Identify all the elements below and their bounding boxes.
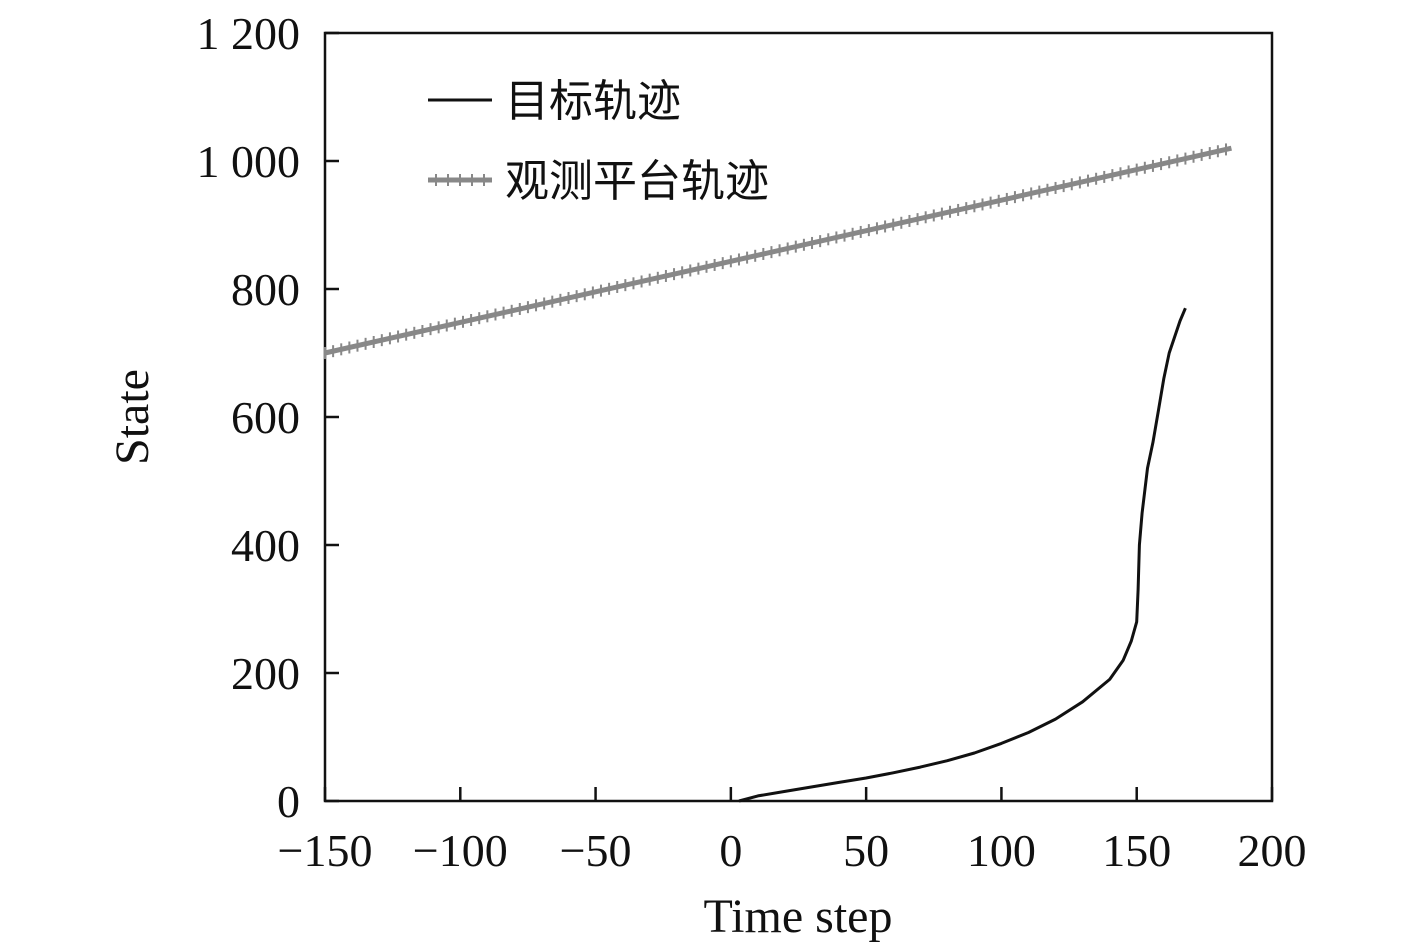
y-axis-title: State (106, 369, 159, 465)
x-axis-ticks: −150 −100 −50 0 50 100 150 200 (278, 787, 1307, 876)
x-tick-label: −50 (560, 825, 632, 876)
x-tick-label: 150 (1102, 825, 1171, 876)
series-platform-markers (324, 143, 1228, 359)
x-tick-label: 100 (967, 825, 1036, 876)
y-tick-label: 0 (277, 776, 300, 827)
x-tick-label: 200 (1238, 825, 1307, 876)
y-tick-label: 1 200 (197, 8, 301, 59)
y-axis-ticks: 0 200 400 600 800 1 000 1 200 (197, 8, 339, 827)
x-tick-label: 0 (719, 825, 742, 876)
legend: 目标轨迹 观测平台轨迹 (428, 76, 769, 207)
y-tick-label: 200 (231, 648, 300, 699)
legend-label-target: 目标轨迹 (505, 76, 681, 127)
y-tick-label: 600 (231, 392, 300, 443)
series-layer (324, 143, 1232, 803)
plot-frame (323, 31, 1274, 803)
y-tick-label: 1 000 (197, 136, 301, 187)
x-axis-title: Time step (704, 890, 893, 943)
y-tick-label: 400 (231, 520, 300, 571)
x-tick-label: −150 (278, 825, 373, 876)
legend-swatch-platform (428, 174, 492, 186)
legend-label-platform: 观测平台轨迹 (505, 156, 769, 207)
x-tick-label: 50 (843, 825, 889, 876)
series-target-line (738, 307, 1187, 803)
y-tick-label: 800 (231, 264, 300, 315)
x-tick-label: −100 (413, 825, 508, 876)
